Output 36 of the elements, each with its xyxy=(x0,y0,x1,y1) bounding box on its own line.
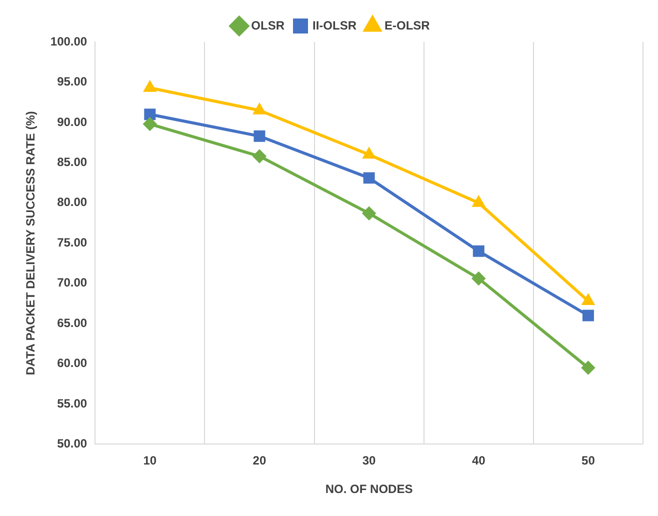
legend-label: II-OLSR xyxy=(312,18,357,32)
y-tick-label: 100.00 xyxy=(50,34,88,48)
y-tick-label: 80.00 xyxy=(57,195,88,210)
y-tick-label: 85.00 xyxy=(57,154,88,169)
point xyxy=(254,130,266,142)
x-tick-label: 30 xyxy=(362,454,376,468)
x-tick-label: 10 xyxy=(143,454,157,468)
point xyxy=(252,150,266,163)
y-tick-label: 60.00 xyxy=(57,356,88,370)
x-axis-title: NO. OF NODES xyxy=(325,482,413,496)
y-tick-label: 70.00 xyxy=(57,276,88,290)
point xyxy=(582,294,594,306)
point xyxy=(144,81,156,92)
y-tick-label: 95.00 xyxy=(57,74,88,89)
point xyxy=(582,361,595,374)
point xyxy=(143,118,156,131)
y-axis-title: DATA PACKET DELIVERY SUCCESS RATE (%) xyxy=(24,111,38,376)
legend-label: E-OLSR xyxy=(384,18,430,32)
y-tick-label: 55.00 xyxy=(57,396,88,410)
x-tick-label: 40 xyxy=(472,454,486,468)
legend-label: OLSR xyxy=(251,18,285,32)
point xyxy=(472,245,484,257)
point xyxy=(363,172,375,184)
point xyxy=(144,108,156,120)
point xyxy=(582,310,594,322)
x-tick-label: 20 xyxy=(252,454,266,468)
point xyxy=(472,272,486,285)
x-tick-label: 50 xyxy=(582,454,596,468)
y-tick-label: 65.00 xyxy=(57,316,88,330)
y-tick-label: 50.00 xyxy=(57,436,88,451)
point xyxy=(472,196,484,207)
point xyxy=(363,148,375,159)
point xyxy=(254,104,266,114)
y-tick-label: 75.00 xyxy=(57,235,88,250)
y-tick-label: 90.00 xyxy=(57,114,88,129)
point xyxy=(362,206,376,220)
